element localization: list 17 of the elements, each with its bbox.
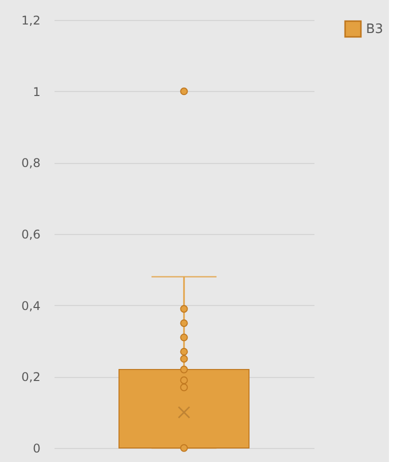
point	[180, 319, 188, 328]
point	[180, 366, 188, 374]
point	[180, 334, 188, 342]
y-tick-label: 0,6	[21, 228, 40, 242]
point	[180, 384, 188, 392]
point	[180, 354, 188, 363]
y-tick-label: 0,4	[21, 298, 40, 313]
point	[180, 444, 188, 452]
y-tick-label: 1	[32, 84, 40, 99]
point	[180, 305, 188, 313]
legend-label: B3	[366, 22, 384, 37]
point	[180, 376, 188, 384]
y-tick-label: 0,8	[21, 156, 40, 170]
point	[180, 348, 188, 356]
y-tick-label: 0	[32, 442, 40, 456]
y-tick-label: 1,2	[21, 14, 40, 28]
y-tick-label: 0,2	[21, 370, 40, 384]
